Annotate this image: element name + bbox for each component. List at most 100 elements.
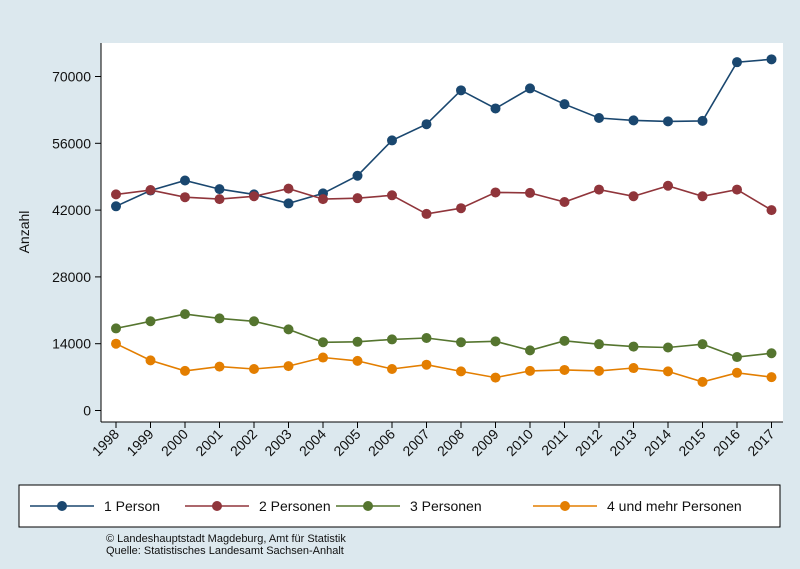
data-point bbox=[214, 313, 225, 324]
x-axis-ticks: 1998 1999 2000 2001 2002 2003 2004 2005 2006 2007… bbox=[89, 422, 778, 459]
series-1 bbox=[111, 54, 777, 212]
data-point bbox=[525, 83, 535, 94]
data-point bbox=[283, 361, 294, 372]
x-tick-label: 2009 bbox=[468, 426, 501, 459]
data-point bbox=[214, 194, 225, 205]
data-point bbox=[214, 361, 225, 372]
data-point bbox=[180, 192, 190, 203]
y-tick-label: 0 bbox=[83, 403, 91, 419]
data-point bbox=[594, 339, 604, 350]
data-point bbox=[663, 366, 673, 377]
data-point bbox=[387, 135, 397, 146]
y-tick-label: 42000 bbox=[52, 202, 91, 218]
data-point bbox=[732, 352, 742, 363]
series-group bbox=[111, 54, 777, 387]
data-point bbox=[352, 336, 363, 347]
x-tick-label: 2014 bbox=[641, 426, 674, 459]
data-point bbox=[352, 193, 363, 204]
data-point bbox=[283, 198, 294, 209]
legend: 1 Person 2 Personen 3 Personen 4 und mehr P… bbox=[30, 498, 742, 514]
data-point bbox=[145, 185, 156, 196]
x-tick-label: 2005 bbox=[330, 426, 363, 459]
legend-marker bbox=[212, 501, 222, 511]
legend-label: 4 und mehr Personen bbox=[607, 498, 742, 514]
x-tick-label: 2000 bbox=[158, 426, 191, 459]
x-tick-label: 2013 bbox=[606, 426, 639, 459]
data-point bbox=[525, 345, 535, 356]
data-point bbox=[766, 372, 777, 383]
data-point bbox=[732, 184, 742, 195]
data-point bbox=[490, 372, 501, 383]
data-point bbox=[594, 365, 604, 376]
legend-marker bbox=[560, 501, 570, 511]
x-tick-label: 2008 bbox=[434, 426, 467, 459]
x-tick-label: 2006 bbox=[365, 426, 398, 459]
x-tick-label: 2015 bbox=[675, 426, 708, 459]
data-point bbox=[456, 337, 466, 348]
series-line bbox=[115, 58, 772, 208]
series-3 bbox=[111, 309, 777, 363]
data-point bbox=[525, 187, 535, 198]
series-line bbox=[115, 184, 772, 215]
x-tick-label: 2003 bbox=[261, 426, 294, 459]
x-tick-label: 1998 bbox=[89, 426, 122, 459]
data-point bbox=[145, 355, 156, 366]
series-line bbox=[115, 313, 772, 358]
data-point bbox=[697, 339, 708, 350]
data-point bbox=[732, 367, 742, 378]
y-tick-label: 56000 bbox=[52, 135, 91, 151]
x-tick-label: 2004 bbox=[296, 426, 329, 459]
data-point bbox=[421, 119, 432, 130]
data-point bbox=[697, 376, 708, 387]
data-point bbox=[663, 342, 673, 353]
y-tick-label: 70000 bbox=[52, 69, 91, 85]
x-tick-label: 2002 bbox=[227, 426, 260, 459]
data-point bbox=[421, 332, 432, 343]
data-point bbox=[663, 180, 673, 191]
data-point bbox=[559, 99, 570, 110]
data-point bbox=[490, 187, 501, 198]
legend-marker bbox=[363, 501, 373, 511]
data-point bbox=[663, 116, 673, 127]
data-point bbox=[628, 341, 639, 352]
plot-area bbox=[101, 43, 783, 422]
data-point bbox=[490, 103, 501, 114]
data-point bbox=[525, 365, 535, 376]
data-point bbox=[766, 54, 777, 65]
data-point bbox=[318, 352, 328, 363]
legend-label: 3 Personen bbox=[410, 498, 482, 514]
data-point bbox=[697, 191, 708, 202]
data-point bbox=[180, 309, 190, 320]
data-point bbox=[594, 184, 604, 195]
data-point bbox=[318, 337, 328, 348]
data-point bbox=[387, 190, 397, 201]
legend-label: 2 Personen bbox=[259, 498, 331, 514]
data-point bbox=[456, 203, 466, 214]
data-point bbox=[283, 183, 294, 194]
x-tick-label: 2012 bbox=[572, 426, 605, 459]
y-axis-label: Anzahl bbox=[16, 211, 32, 254]
legend-marker bbox=[57, 501, 67, 511]
y-tick-label: 14000 bbox=[52, 336, 91, 352]
y-axis-ticks: 0 14000 28000 42000 56000 70000 bbox=[52, 69, 101, 419]
data-point bbox=[628, 191, 639, 202]
data-point bbox=[594, 113, 604, 124]
data-point bbox=[214, 184, 225, 195]
data-point bbox=[387, 363, 397, 374]
series-line bbox=[115, 342, 772, 383]
data-point bbox=[628, 115, 639, 126]
data-point bbox=[559, 335, 570, 346]
data-point bbox=[766, 205, 777, 216]
data-point bbox=[249, 191, 259, 202]
source-note: Quelle: Statistisches Landesamt Sachsen-… bbox=[106, 545, 344, 557]
data-point bbox=[180, 175, 190, 186]
legend-label: 1 Person bbox=[104, 498, 160, 514]
data-point bbox=[352, 355, 363, 366]
data-point bbox=[352, 170, 363, 181]
x-tick-label: 2007 bbox=[399, 426, 432, 459]
x-tick-label: 1999 bbox=[123, 426, 156, 459]
series-2 bbox=[111, 180, 777, 219]
x-tick-label: 2011 bbox=[538, 426, 571, 459]
data-point bbox=[145, 316, 156, 327]
